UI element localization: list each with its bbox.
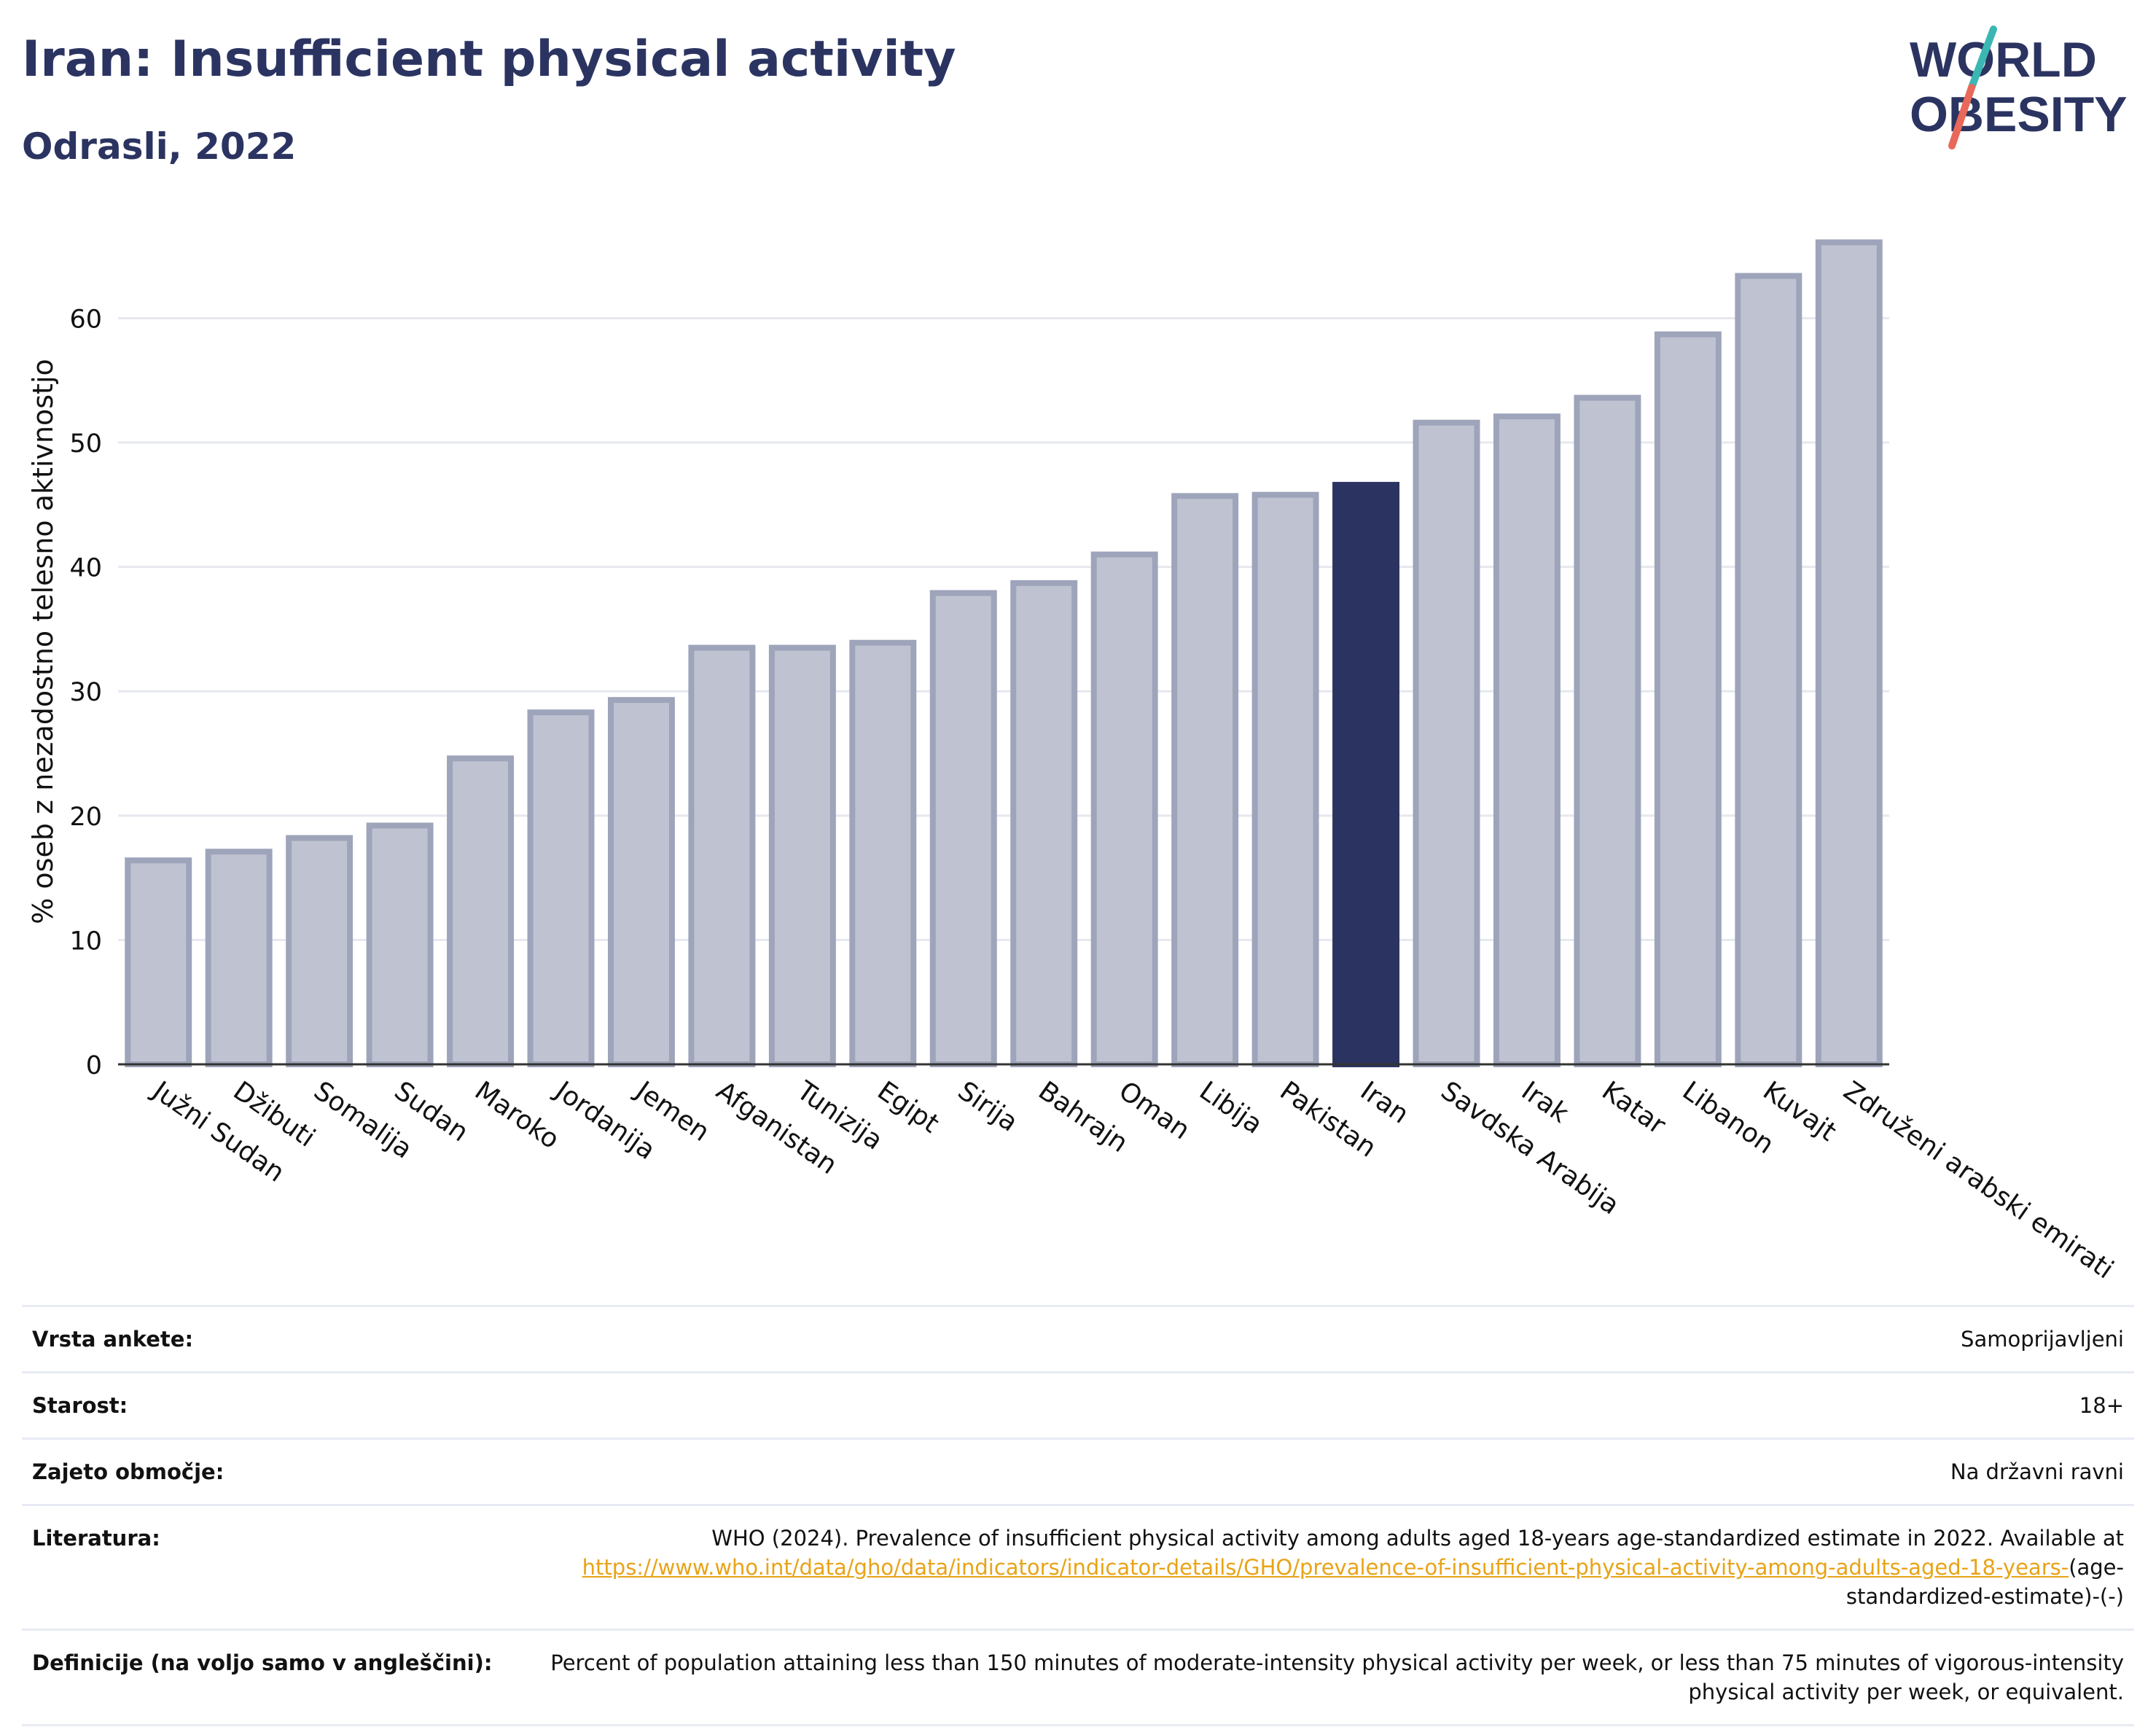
bar <box>1090 551 1158 1067</box>
bar <box>286 835 354 1067</box>
reference-text: WHO (2024). Prevalence of insufficient p… <box>711 1526 2124 1551</box>
x-tick-label: Združeni arabski emirati <box>1838 1076 2119 1283</box>
y-tick-label: 50 <box>69 429 102 459</box>
age-value: 18+ <box>2079 1393 2124 1418</box>
x-tick-labels: Južni SudanDžibutiSomalijaSudanMarokoJor… <box>146 1075 2118 1283</box>
coverage-label: Zajeto območje: <box>32 1459 224 1484</box>
logo-line-1: WORLD <box>1910 32 2097 87</box>
bar <box>1171 493 1239 1067</box>
info-table: Vrsta ankete: Samoprijavljeni Starost: 1… <box>22 1305 2134 1726</box>
bar <box>205 849 273 1067</box>
x-tick-label: Libanon <box>1677 1076 1779 1160</box>
y-axis-label: % oseb z nezadostno telesno aktivnostjo <box>27 359 59 924</box>
x-tick-label: Libija <box>1194 1076 1268 1140</box>
bar <box>1735 273 1802 1067</box>
bar-highlighted <box>1332 482 1400 1067</box>
info-row-coverage: Zajeto območje: Na državni ravni <box>22 1438 2134 1505</box>
definition-label: Definicije (na voljo samo v angleščini): <box>32 1650 493 1675</box>
reference-value: WHO (2024). Prevalence of insufficient p… <box>502 1505 2134 1630</box>
info-row-survey-type: Vrsta ankete: Samoprijavljeni <box>22 1306 2134 1373</box>
coverage-value: Na državni ravni <box>1950 1459 2124 1484</box>
world-obesity-logo: WORLD OBESITY <box>1910 26 2128 149</box>
x-tick-label: Sirija <box>953 1076 1023 1138</box>
info-row-reference: Literatura: WHO (2024). Prevalence of in… <box>22 1505 2134 1630</box>
bar <box>527 709 595 1067</box>
bar <box>1251 491 1319 1067</box>
reference-link-suffix: (age-standardized-estimate)-(-) <box>1846 1555 2124 1609</box>
bar <box>366 822 434 1067</box>
logo-slash-orange <box>1948 84 1975 149</box>
axes: 0 10 20 30 40 50 60 <box>69 305 1889 1080</box>
reference-link[interactable]: https://www.who.int/data/gho/data/indica… <box>582 1555 2069 1580</box>
bar <box>1815 239 1883 1068</box>
y-tick-label: 20 <box>69 803 102 832</box>
x-tick-label: Iran <box>1355 1076 1414 1130</box>
bar <box>125 857 192 1068</box>
bar <box>1413 419 1480 1067</box>
bar <box>768 644 836 1067</box>
y-tick-label: 40 <box>69 554 102 583</box>
definition-value: Percent of population attaining less tha… <box>550 1650 2124 1704</box>
bars <box>125 239 1883 1068</box>
reference-label: Literatura: <box>32 1526 160 1551</box>
bar <box>607 697 675 1067</box>
x-tick-label: Katar <box>1596 1076 1671 1141</box>
y-tick-label: 30 <box>69 678 102 707</box>
info-row-age: Starost: 18+ <box>22 1372 2134 1439</box>
bar <box>1654 331 1722 1068</box>
bar-chart: 0 10 20 30 40 50 60 Južni SudanDžibutiSomalija… <box>27 239 2119 1283</box>
survey-type-value: Samoprijavljeni <box>1961 1327 2124 1352</box>
survey-type-label: Vrsta ankete: <box>32 1327 194 1352</box>
age-label: Starost: <box>32 1393 128 1418</box>
bar <box>688 644 756 1067</box>
bar <box>1493 413 1561 1067</box>
page-subtitle: Odrasli, 2022 <box>22 125 297 168</box>
y-tick-label: 10 <box>69 927 102 956</box>
bar <box>447 755 515 1067</box>
logo-slash-teal <box>1968 26 1997 91</box>
x-tick-label: Irak <box>1516 1076 1574 1129</box>
bar <box>1010 580 1078 1067</box>
x-tick-label: Maroko <box>469 1076 565 1155</box>
bar <box>1574 394 1641 1067</box>
logo-line-2: OBESITY <box>1910 87 2128 142</box>
bar <box>929 590 997 1067</box>
y-tick-label: 0 <box>86 1051 102 1080</box>
info-row-definition: Definicije (na voljo samo v angleščini):… <box>22 1629 2134 1726</box>
page-title: Iran: Insufficient physical activity <box>22 31 956 88</box>
bar <box>849 639 917 1067</box>
x-tick-label: Bahrajn <box>1033 1076 1133 1158</box>
y-tick-label: 60 <box>69 305 102 334</box>
